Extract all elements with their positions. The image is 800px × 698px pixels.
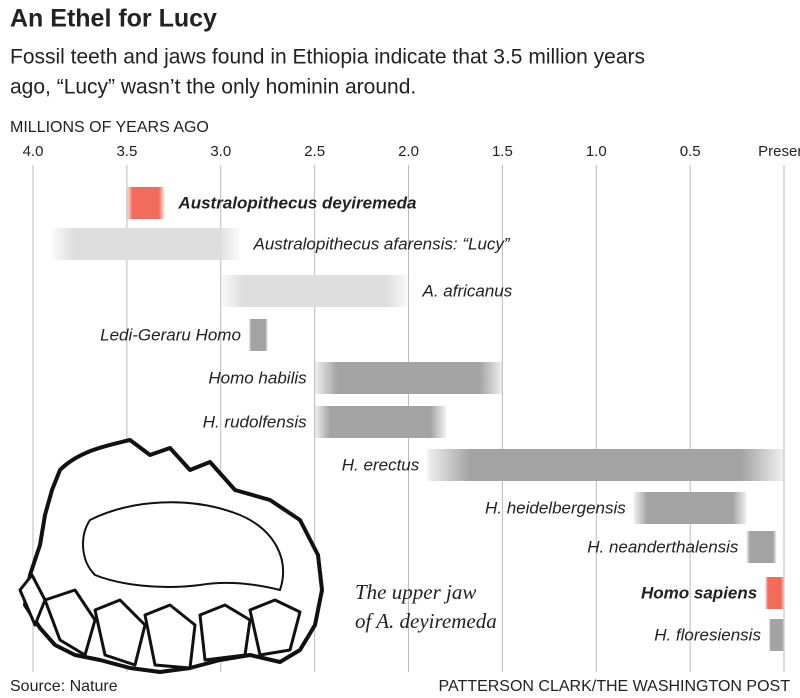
x-axis-label: MILLIONS OF YEARS AGO [10, 119, 209, 136]
bar-label: H. erectus [342, 455, 420, 474]
x-tick-label: 3.5 [116, 143, 137, 160]
bar-label: Australopithecus afarensis: “Lucy” [253, 234, 511, 253]
bar-label: Homo habilis [208, 368, 307, 387]
x-tick-label: 1.0 [586, 143, 607, 160]
subtitle: ago, “Lucy” wasn’t the only hominin arou… [10, 76, 416, 99]
x-tick-label: Present [758, 143, 800, 160]
bar-label: H. floresiensis [654, 625, 761, 644]
x-tick-label: 0.5 [680, 143, 701, 160]
range-bar [126, 187, 165, 219]
bar-label: Australopithecus deyiremeda [177, 193, 416, 212]
bar-label: Ledi-Geraru Homo [100, 325, 241, 344]
range-bar [51, 228, 240, 260]
annotation: The upper jaw [355, 580, 476, 604]
range-bar [427, 449, 784, 481]
range-bar [248, 319, 268, 351]
bar-label: A. africanus [422, 281, 513, 300]
range-bar [220, 275, 409, 307]
range-bar [633, 492, 747, 524]
bar-label: H. rudolfensis [203, 412, 307, 431]
bar-label: H. neanderthalensis [587, 537, 739, 556]
range-bar [314, 406, 447, 438]
bar-label: Homo sapiens [641, 583, 757, 602]
subtitle: Fossil teeth and jaws found in Ethiopia … [10, 46, 645, 69]
range-bar [768, 619, 784, 651]
credit: PATTERSON CLARK/THE WASHINGTON POST [439, 678, 791, 695]
x-tick-label: 2.0 [398, 143, 419, 160]
range-bar [314, 362, 503, 394]
bars: Australopithecus deyiremeda Australopithe… [51, 187, 784, 651]
jaw-illustration [18, 438, 324, 674]
bar-label: H. heidelbergensis [485, 498, 626, 517]
source: Source: Nature [10, 678, 118, 695]
range-bar [746, 531, 777, 563]
x-tick-label: 2.5 [304, 143, 325, 160]
x-tick-label: 1.5 [492, 143, 513, 160]
x-tick-label: 4.0 [23, 143, 44, 160]
annotation: of A. deyiremeda [355, 609, 497, 633]
chart-title: An Ethel for Lucy [10, 5, 217, 33]
range-bar [765, 577, 784, 609]
x-tick-label: 3.0 [210, 143, 231, 160]
